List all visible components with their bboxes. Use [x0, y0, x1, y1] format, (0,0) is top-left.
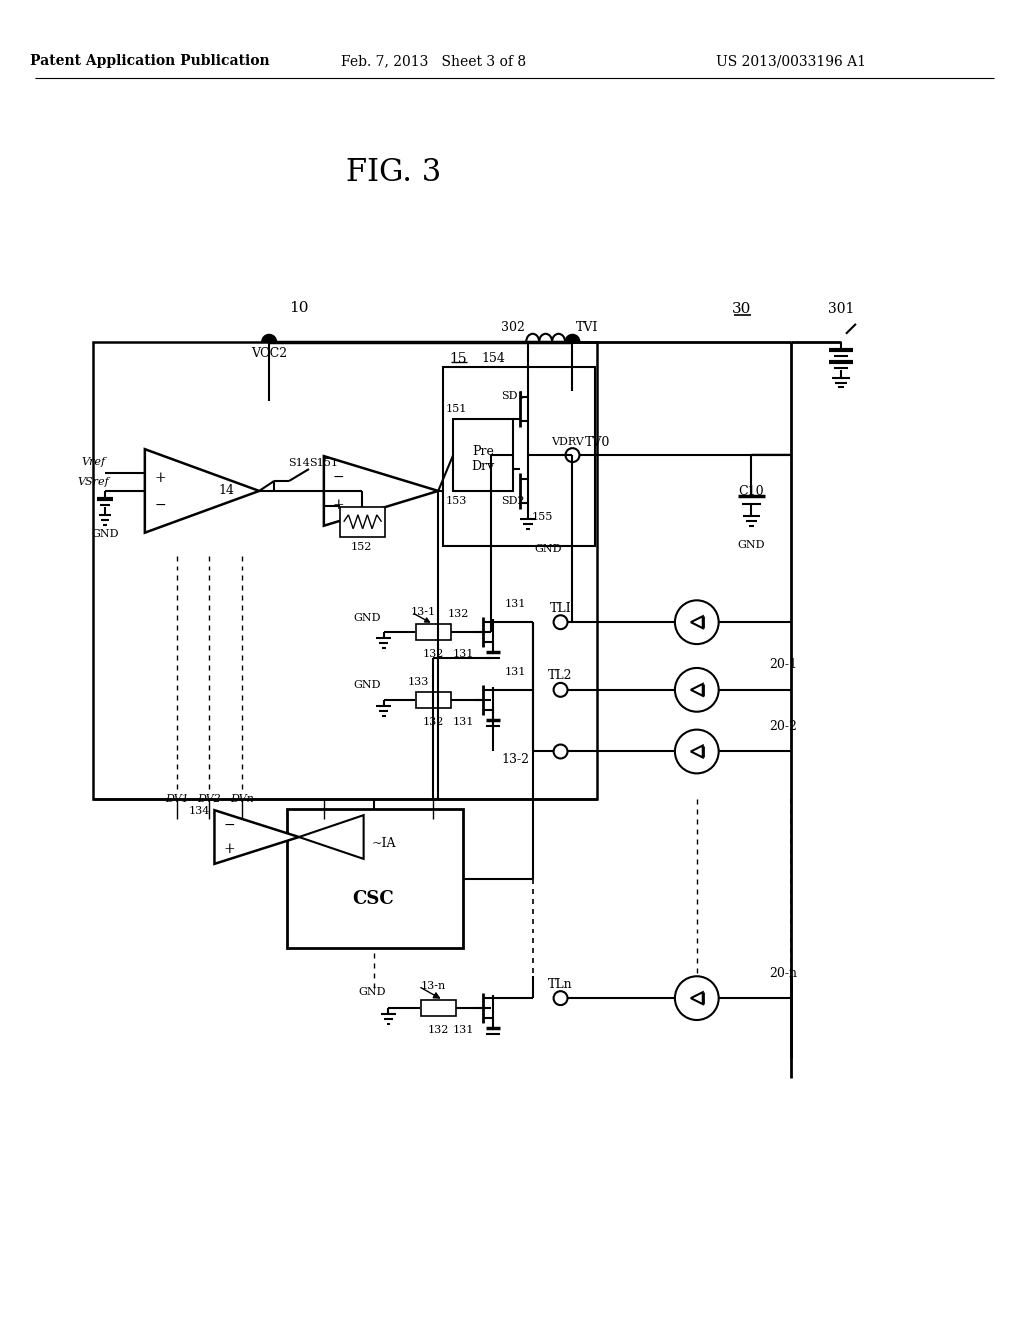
Bar [417, 692, 452, 708]
Text: 30: 30 [732, 302, 752, 315]
Bar [93, 342, 597, 799]
Text: TLn: TLn [548, 978, 572, 991]
Circle shape [675, 977, 719, 1020]
Text: C10: C10 [738, 486, 764, 499]
Text: TL2: TL2 [548, 669, 572, 682]
Text: +: + [223, 842, 236, 855]
Circle shape [675, 668, 719, 711]
Text: Patent Application Publication: Patent Application Publication [30, 54, 269, 69]
Text: FIG. 3: FIG. 3 [346, 157, 441, 189]
Text: Drv: Drv [471, 459, 495, 473]
Text: 302: 302 [501, 321, 524, 334]
Text: 153: 153 [445, 496, 467, 506]
Circle shape [262, 335, 276, 348]
Text: 131: 131 [505, 667, 526, 677]
Text: GND: GND [535, 544, 562, 553]
Text: 134: 134 [188, 807, 210, 816]
Text: −: − [223, 818, 236, 832]
Text: −: − [155, 498, 167, 512]
Text: S151: S151 [309, 458, 338, 469]
Text: SD1: SD1 [501, 392, 524, 401]
Text: 13-2: 13-2 [502, 752, 529, 766]
Text: ~IA: ~IA [372, 837, 395, 850]
Text: DV1: DV1 [165, 795, 188, 804]
Text: DVn: DVn [230, 795, 254, 804]
Text: GND: GND [353, 614, 381, 623]
Bar [454, 420, 513, 491]
Bar [287, 809, 463, 948]
Text: VSref: VSref [77, 477, 109, 487]
Circle shape [554, 744, 567, 759]
Circle shape [554, 682, 567, 697]
Polygon shape [299, 816, 364, 859]
Polygon shape [691, 993, 702, 1005]
Text: 14: 14 [218, 484, 234, 498]
Text: 131: 131 [453, 649, 474, 659]
Text: +: + [333, 498, 345, 512]
Text: 132: 132 [447, 610, 469, 619]
Text: 131: 131 [505, 599, 526, 610]
Text: +: + [155, 471, 167, 484]
Text: 20-2: 20-2 [769, 721, 798, 733]
Text: 13-n: 13-n [421, 981, 445, 991]
Text: 133: 133 [408, 677, 429, 686]
Text: CSC: CSC [352, 890, 394, 908]
Text: 20-1: 20-1 [769, 659, 798, 672]
Text: 155: 155 [531, 512, 553, 521]
Text: 131: 131 [453, 717, 474, 727]
Text: GND: GND [737, 540, 765, 549]
Text: VDRV: VDRV [551, 437, 584, 447]
Bar [340, 507, 385, 537]
Text: US 2013/0033196 A1: US 2013/0033196 A1 [716, 54, 866, 69]
Text: 131: 131 [453, 1024, 474, 1035]
Text: TV0: TV0 [585, 436, 610, 449]
Circle shape [675, 601, 719, 644]
Text: GND: GND [358, 987, 385, 997]
Bar [443, 367, 595, 545]
Text: 152: 152 [351, 541, 373, 552]
Circle shape [675, 730, 719, 774]
Text: 132: 132 [428, 1024, 449, 1035]
Polygon shape [214, 810, 299, 863]
Text: Vref: Vref [81, 457, 105, 467]
Polygon shape [691, 684, 702, 696]
Text: Feb. 7, 2013   Sheet 3 of 8: Feb. 7, 2013 Sheet 3 of 8 [341, 54, 525, 69]
Text: 154: 154 [481, 352, 505, 366]
Text: 132: 132 [423, 649, 444, 659]
Text: 10: 10 [289, 301, 309, 315]
Text: GND: GND [91, 529, 119, 539]
Text: −: − [333, 470, 345, 484]
Text: S14: S14 [288, 458, 310, 469]
Text: GND: GND [353, 680, 381, 690]
Text: 151: 151 [445, 404, 467, 414]
Polygon shape [691, 616, 702, 628]
Text: 301: 301 [827, 302, 854, 315]
Text: Pre: Pre [472, 445, 494, 458]
Polygon shape [144, 449, 259, 533]
Text: 15: 15 [450, 351, 467, 366]
Text: 132: 132 [423, 717, 444, 727]
Text: 20-n: 20-n [769, 966, 798, 979]
Circle shape [565, 449, 580, 462]
Text: VCC2: VCC2 [251, 347, 287, 360]
Text: TVI: TVI [577, 321, 599, 334]
Text: TLI: TLI [550, 602, 571, 615]
Polygon shape [691, 746, 702, 758]
Circle shape [554, 991, 567, 1005]
Circle shape [554, 615, 567, 630]
Polygon shape [324, 457, 438, 525]
Text: DV2: DV2 [198, 795, 221, 804]
Bar [417, 624, 452, 640]
Text: 13-1: 13-1 [411, 607, 436, 618]
Bar [421, 1001, 456, 1016]
Circle shape [565, 335, 580, 348]
Text: SD2: SD2 [501, 496, 524, 506]
